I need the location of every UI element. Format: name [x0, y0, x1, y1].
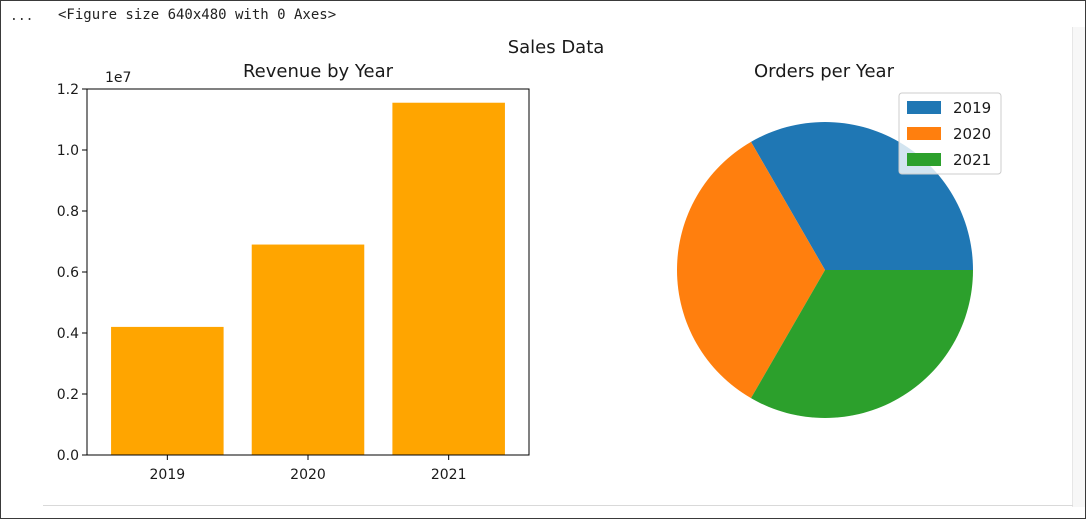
pie-slice-2021: [751, 270, 973, 418]
figure: Sales Data Revenue by Year 1e7 0.0 0.2 0.4…: [57, 37, 1002, 483]
figure-output-area: Sales Data Revenue by Year 1e7 0.0 0.2 0.4…: [43, 31, 1073, 503]
output-text: <Figure size 640x480 with 0 Axes>: [58, 7, 337, 23]
bar-series: [111, 102, 505, 455]
x-tick-label: 2019: [150, 467, 186, 483]
cell-divider: [43, 505, 1073, 506]
bar-chart-title: Revenue by Year: [243, 61, 394, 82]
bar-chart: Revenue by Year 1e7 0.0 0.2 0.4 0.6 0.8 1.0 1.…: [57, 61, 530, 483]
pie-wedges: [677, 121, 973, 418]
legend-label: 2020: [953, 125, 991, 143]
x-tick-label: 2021: [431, 467, 467, 483]
pie-chart: Orders per Year 2019 2020 2021: [677, 61, 1002, 418]
y-tick-label: 1.2: [57, 82, 79, 98]
y-axis-ticks: 0.0 0.2 0.4 0.6 0.8 1.0 1.2: [57, 82, 87, 464]
y-tick-label: 0.6: [57, 265, 79, 281]
y-tick-label: 0.4: [57, 326, 79, 342]
bar-2020: [251, 244, 365, 455]
legend-label: 2019: [953, 99, 991, 117]
legend-swatch-2020: [907, 127, 941, 140]
pie-chart-title: Orders per Year: [754, 61, 895, 82]
y-tick-label: 1.0: [57, 143, 79, 159]
y-tick-label: 0.8: [57, 204, 79, 220]
y-tick-label: 0.0: [57, 448, 79, 464]
x-tick-label: 2020: [290, 467, 326, 483]
figure-suptitle: Sales Data: [508, 37, 605, 58]
cell-prompt: ...: [10, 9, 34, 24]
legend-label: 2021: [953, 151, 991, 169]
bar-2019: [111, 326, 224, 455]
bar-axes-frame: [86, 88, 530, 456]
legend-swatch-2021: [907, 153, 941, 166]
legend-swatch-2019: [907, 101, 941, 114]
pie-legend: 2019 2020 2021: [898, 92, 1002, 175]
output-scrollbar[interactable]: [1072, 27, 1085, 507]
x-axis-ticks: 2019 2020 2021: [150, 455, 467, 483]
y-tick-label: 0.2: [57, 387, 79, 403]
legend-items: 2019 2020 2021: [907, 99, 991, 169]
bar-2021: [392, 102, 505, 455]
y-offset-label: 1e7: [105, 70, 131, 86]
